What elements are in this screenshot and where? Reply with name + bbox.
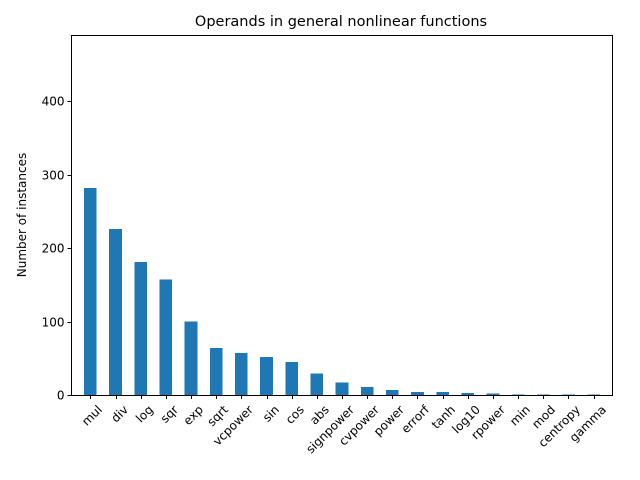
bar-sin [260, 356, 273, 395]
bar-centropy [562, 394, 575, 395]
bar-cvpower [360, 386, 374, 395]
y-tick-label: 100 [42, 316, 65, 330]
bar-min [511, 394, 525, 395]
bar-sqr [159, 279, 173, 395]
x-tick-label-log: log [133, 403, 156, 426]
bar-errorf [411, 392, 424, 395]
y-axis-ticks: 0 100 200 300 400 [42, 95, 72, 403]
bar-abs [310, 373, 324, 395]
x-tick-label-sin: sin [260, 403, 282, 425]
chart-title: Operands in general nonlinear functions [195, 14, 487, 30]
bar-vcpower [235, 353, 248, 395]
y-tick-label: 200 [42, 242, 65, 256]
plot-frame [71, 35, 613, 396]
bar-mod [537, 394, 550, 395]
x-tick-label-mul: mul [79, 403, 105, 429]
bars-layer [84, 187, 600, 395]
x-tick-label-min: min [507, 403, 533, 429]
bar-log [134, 262, 147, 395]
bar-gamma [587, 394, 600, 395]
y-axis-label: Number of instances [15, 153, 29, 278]
y-tick-label: 400 [42, 95, 65, 109]
bar-sqrt [209, 347, 223, 395]
x-tick-label-errorf: errorf [399, 402, 433, 436]
x-tick-label-exp: exp [181, 403, 206, 428]
x-tick-label-div: div [108, 403, 131, 426]
bar-power [386, 389, 399, 395]
y-tick-label: 0 [57, 389, 65, 403]
x-tick-label-sqr: sqr [158, 403, 181, 426]
bar-signpower [335, 382, 349, 395]
bar-mul [84, 187, 97, 395]
bar-exp [184, 321, 198, 395]
bar-log10 [461, 392, 475, 395]
bar-rpower [486, 393, 500, 395]
x-tick-label-cos: cos [283, 403, 307, 427]
bar-tanh [436, 392, 449, 395]
bar-div [109, 228, 122, 395]
bar-cos [285, 361, 298, 395]
y-tick-label: 300 [42, 169, 65, 183]
